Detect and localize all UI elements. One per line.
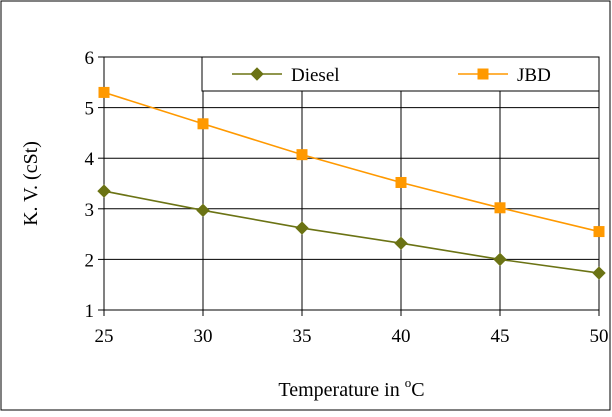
data-point-jbd xyxy=(593,226,605,238)
legend-marker-diesel xyxy=(250,67,264,81)
y-tick-label: 3 xyxy=(85,200,95,221)
data-point-diesel xyxy=(97,184,111,198)
series-lines xyxy=(103,91,600,274)
y-tick-label: 5 xyxy=(85,99,95,120)
x-tick-label: 40 xyxy=(392,326,411,347)
y-tick-label: 4 xyxy=(85,149,95,170)
x-tick-label: 35 xyxy=(293,326,312,347)
legend-label-jbd: JBD xyxy=(517,65,551,86)
data-point-jbd xyxy=(494,202,506,214)
x-tick-label: 25 xyxy=(95,326,114,347)
gridlines xyxy=(104,57,599,310)
y-tick-label: 6 xyxy=(85,48,95,69)
data-point-diesel xyxy=(394,236,408,250)
data-point-jbd xyxy=(296,149,308,161)
data-point-diesel xyxy=(592,266,606,280)
data-point-jbd xyxy=(395,176,407,188)
x-axis-title: Temperature in oC xyxy=(278,375,424,401)
data-point-diesel xyxy=(493,252,507,267)
y-tick-label: 1 xyxy=(85,301,95,322)
legend-marker-jbd xyxy=(477,68,489,80)
data-point-diesel xyxy=(295,221,309,235)
series-line-jbd xyxy=(103,91,600,233)
x-tick-label: 50 xyxy=(590,326,609,347)
x-axis-title-superscript: o xyxy=(405,375,412,390)
y-axis-title: K. V. (cSt) xyxy=(20,141,42,226)
legend-marker-shape xyxy=(477,68,489,80)
x-tick-label: 30 xyxy=(194,326,213,347)
x-tick-label: 45 xyxy=(491,326,510,347)
x-axis-title-unit: C xyxy=(411,379,424,401)
data-point-diesel xyxy=(196,203,210,218)
data-point-jbd xyxy=(98,86,110,98)
legend: Diesel JBD xyxy=(201,56,600,92)
data-point-jbd xyxy=(197,118,209,130)
series-line-diesel xyxy=(103,190,600,274)
legend-marker-shape xyxy=(250,67,264,81)
x-axis-title-text: Temperature in xyxy=(278,379,404,401)
legend-label-diesel: Diesel xyxy=(291,65,340,86)
y-tick-label: 2 xyxy=(85,250,95,271)
series-markers xyxy=(97,86,606,280)
